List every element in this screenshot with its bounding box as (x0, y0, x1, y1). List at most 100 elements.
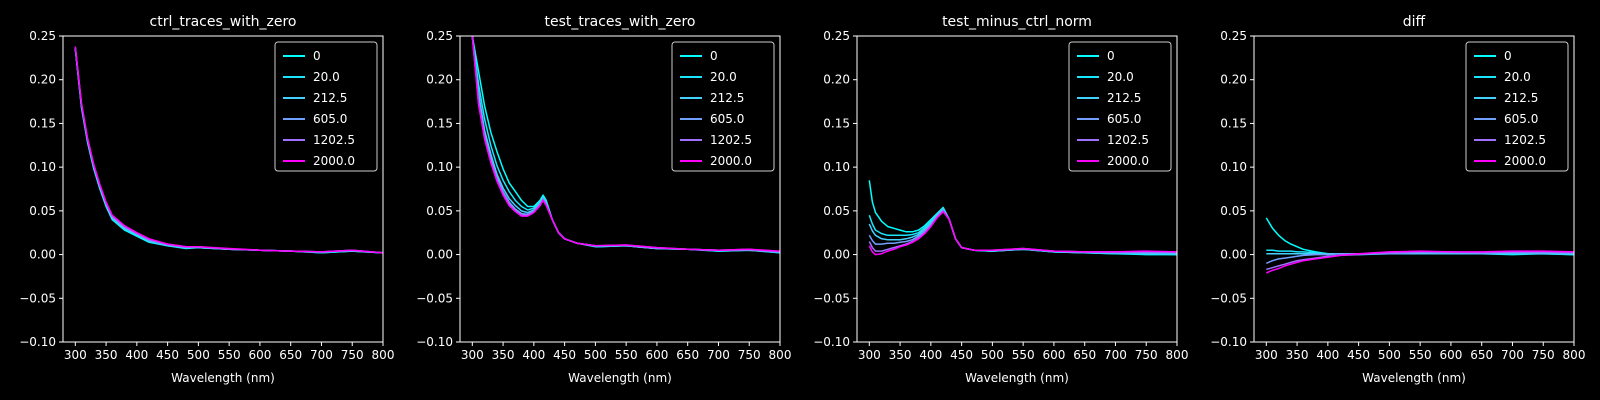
legend-label: 20.0 (710, 70, 737, 84)
y-tick-label: 0.25 (823, 29, 850, 43)
x-tick-label: 300 (1255, 348, 1278, 362)
x-axis-label: Wavelength (nm) (1362, 371, 1466, 385)
x-tick-label: 800 (372, 348, 395, 362)
legend-label: 0 (710, 49, 718, 63)
y-tick-label: 0.15 (823, 116, 850, 130)
series-group (868, 180, 1177, 256)
y-tick-label: 0.20 (29, 73, 56, 87)
axes-frame (62, 35, 384, 343)
legend: 0 20.0 212.5 605.0 1202.5 2000.0 (274, 41, 378, 172)
x-tick-label: 400 (919, 348, 942, 362)
legend-label: 2000.0 (710, 154, 752, 168)
x-tick-label: 500 (584, 348, 607, 362)
x-tick-label: 350 (1286, 348, 1309, 362)
x-tick-label: 750 (1532, 348, 1555, 362)
legend: 0 20.0 212.5 605.0 1202.5 2000.0 (1465, 41, 1569, 172)
axes-frame (459, 35, 781, 343)
y-tick-label: 0.05 (1220, 204, 1247, 218)
x-tick-label: 300 (64, 348, 87, 362)
x-tick-label: 400 (125, 348, 148, 362)
series-line-6 (868, 210, 1177, 256)
legend-label: 1202.5 (1107, 133, 1149, 147)
y-tick-label: 0.20 (1220, 73, 1247, 87)
legend-box (1068, 41, 1172, 172)
legend: 0 20.0 212.5 605.0 1202.5 2000.0 (1068, 41, 1172, 172)
legend-label: 20.0 (1107, 70, 1134, 84)
y-tick-label: 0.00 (1220, 248, 1247, 262)
legend-label: 20.0 (313, 70, 340, 84)
chart-title: test_minus_ctrl_norm (942, 14, 1092, 30)
y-tick-label: 0.00 (823, 248, 850, 262)
x-tick-label: 800 (1563, 348, 1586, 362)
x-tick-label: 700 (1501, 348, 1524, 362)
legend-label: 2000.0 (1504, 154, 1546, 168)
x-axis-label: Wavelength (nm) (965, 371, 1069, 385)
y-tick-label: 0.10 (426, 160, 453, 174)
y-tick-label: 0.10 (823, 160, 850, 174)
y-tick-label: 0.15 (1220, 116, 1247, 130)
legend-label: 212.5 (313, 91, 347, 105)
chart-panel-4: 300 350 400 450 500 550 600 650 700 750 800 −0.10 −0… (1210, 14, 1585, 385)
legend-label: 0 (1504, 49, 1512, 63)
legend-label: 605.0 (710, 112, 744, 126)
x-axis-label: Wavelength (nm) (568, 371, 672, 385)
y-tick-label: −0.10 (813, 335, 850, 349)
series-group (74, 46, 383, 254)
legend-label: 212.5 (710, 91, 744, 105)
series-line-6 (1266, 250, 1574, 274)
x-tick-label: 600 (645, 348, 668, 362)
chart-panel-1: 300 350 400 450 500 550 600 650 700 750 800 −0.10 −0… (19, 14, 394, 385)
legend-label: 2000.0 (1107, 154, 1149, 168)
x-tick-label: 350 (492, 348, 515, 362)
axes-frame (1253, 35, 1575, 343)
axes-frame (856, 35, 1178, 343)
x-tick-label: 600 (1042, 348, 1065, 362)
legend-box (671, 41, 775, 172)
chart-panel-3: 300 350 400 450 500 550 600 650 700 750 800 −0.10 −0… (813, 14, 1188, 385)
y-tick-label: 0.20 (426, 73, 453, 87)
chart-title: test_traces_with_zero (545, 14, 696, 30)
legend-label: 212.5 (1107, 91, 1141, 105)
legend-label: 1202.5 (710, 133, 752, 147)
legend-label: 2000.0 (313, 154, 355, 168)
x-tick-label: 450 (553, 348, 576, 362)
chart-title: diff (1403, 14, 1426, 30)
y-tick-label: 0.00 (426, 248, 453, 262)
x-tick-label: 800 (1166, 348, 1189, 362)
y-tick-label: 0.25 (29, 29, 56, 43)
y-tick-label: 0.15 (29, 116, 56, 130)
x-tick-label: 750 (341, 348, 364, 362)
y-tick-label: 0.00 (29, 248, 56, 262)
y-tick-label: −0.05 (813, 291, 850, 305)
legend-label: 605.0 (313, 112, 347, 126)
x-tick-label: 650 (279, 348, 302, 362)
legend: 0 20.0 212.5 605.0 1202.5 2000.0 (671, 41, 775, 172)
x-tick-label: 600 (248, 348, 271, 362)
y-tick-label: 0.25 (426, 29, 453, 43)
x-tick-label: 500 (187, 348, 210, 362)
y-tick-label: −0.05 (19, 291, 56, 305)
x-tick-label: 650 (676, 348, 699, 362)
y-tick-label: 0.05 (426, 204, 453, 218)
series-group (1265, 217, 1574, 274)
y-tick-label: −0.10 (416, 335, 453, 349)
x-tick-label: 450 (1347, 348, 1370, 362)
x-tick-label: 300 (461, 348, 484, 362)
x-tick-label: 450 (156, 348, 179, 362)
legend-label: 605.0 (1107, 112, 1141, 126)
x-tick-label: 300 (858, 348, 881, 362)
x-axis-label: Wavelength (nm) (171, 371, 275, 385)
series-line-6 (74, 46, 383, 254)
x-tick-label: 550 (1012, 348, 1035, 362)
x-tick-label: 500 (1378, 348, 1401, 362)
y-tick-label: 0.20 (823, 73, 850, 87)
x-tick-label: 700 (310, 348, 333, 362)
y-tick-label: −0.10 (19, 335, 56, 349)
x-tick-label: 800 (769, 348, 792, 362)
x-tick-label: 550 (218, 348, 241, 362)
legend-label: 605.0 (1504, 112, 1538, 126)
x-tick-label: 500 (981, 348, 1004, 362)
x-tick-label: 550 (615, 348, 638, 362)
series-line-6 (471, 36, 780, 252)
